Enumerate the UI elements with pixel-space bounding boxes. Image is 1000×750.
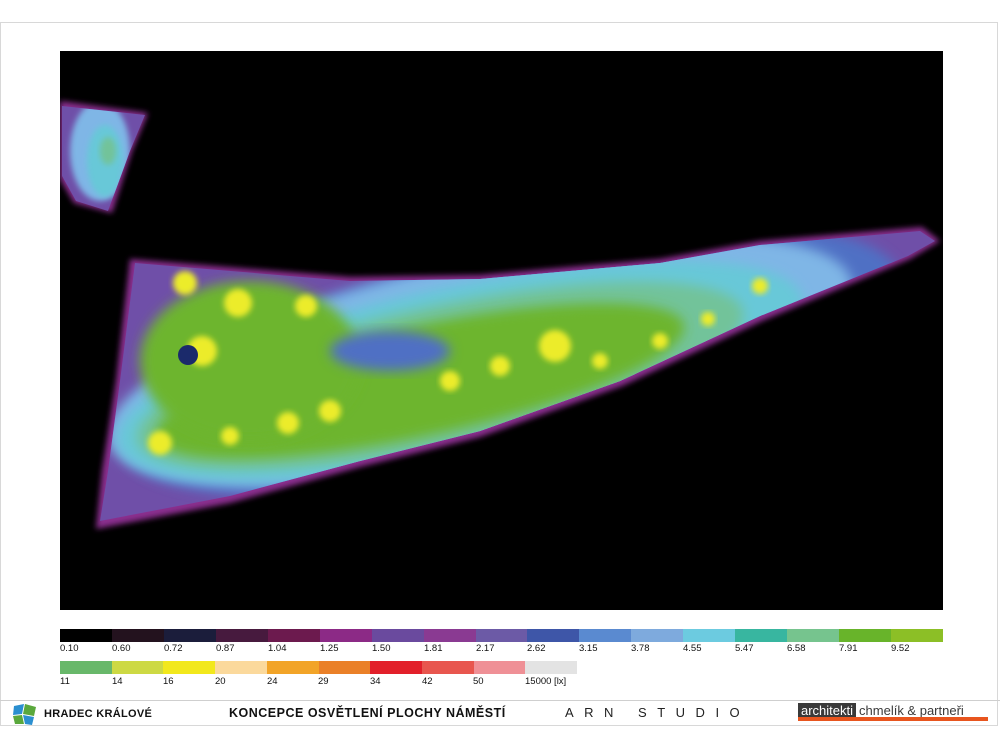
illuminance-map bbox=[60, 51, 943, 610]
architects-names: chmelík & partneři bbox=[859, 703, 964, 718]
studio-name: ARN STUDIO bbox=[565, 705, 751, 720]
fountain-circle bbox=[178, 345, 198, 365]
legend-swatch bbox=[787, 629, 840, 642]
legend-swatch bbox=[60, 661, 112, 674]
legend-value: 0.87 bbox=[216, 643, 235, 654]
center-blue-patch bbox=[330, 331, 450, 371]
city-name: HRADEC KRÁLOVÉ bbox=[44, 708, 153, 720]
legend-value: 3.15 bbox=[579, 643, 598, 654]
sheet-border bbox=[0, 22, 998, 726]
legend-value: 42 bbox=[422, 676, 433, 687]
legend-value: 5.47 bbox=[735, 643, 754, 654]
legend-swatch bbox=[735, 629, 788, 642]
legend-swatch bbox=[525, 661, 578, 674]
architects-logo-bar bbox=[798, 717, 988, 721]
legend-swatch bbox=[683, 629, 736, 642]
legend-swatch bbox=[319, 629, 372, 642]
legend-value: 3.78 bbox=[631, 643, 650, 654]
legend-swatch bbox=[370, 661, 422, 674]
legend-value: 0.72 bbox=[164, 643, 183, 654]
zone-green-west bbox=[140, 281, 360, 441]
legend-swatch bbox=[421, 661, 474, 674]
legend-value: 1.25 bbox=[320, 643, 339, 654]
legend-value: 4.55 bbox=[683, 643, 702, 654]
legend-swatch bbox=[473, 661, 526, 674]
architects-logo: architekti chmelík & partneři bbox=[798, 703, 964, 718]
legend-scale-row-1 bbox=[60, 629, 943, 642]
legend-labels-row-1: 0.10 0.60 0.72 0.87 1.04 1.25 1.50 1.81 … bbox=[60, 643, 943, 655]
legend-value: 0.60 bbox=[112, 643, 131, 654]
legend-swatch bbox=[111, 629, 164, 642]
project-title: KONCEPCE OSVĚTLENÍ PLOCHY NÁMĚSTÍ bbox=[229, 706, 506, 720]
legend-value: 7.91 bbox=[839, 643, 858, 654]
legend-value: 1.50 bbox=[372, 643, 391, 654]
legend-labels-row-2: 11 14 16 20 24 29 34 42 50 15000 [lx] bbox=[60, 676, 620, 688]
legend-value: 50 bbox=[473, 676, 484, 687]
legend-swatch bbox=[163, 661, 216, 674]
legend-value: 2.17 bbox=[476, 643, 495, 654]
legend-swatch bbox=[266, 661, 319, 674]
upper-left-arm bbox=[60, 101, 148, 213]
legend-value: 24 bbox=[267, 676, 278, 687]
legend-swatch bbox=[111, 661, 164, 674]
footer-divider bbox=[0, 700, 1000, 701]
legend-swatch bbox=[527, 629, 580, 642]
legend-value: 29 bbox=[318, 676, 329, 687]
arm-green-spot bbox=[100, 137, 116, 165]
legend-value: 14 bbox=[112, 676, 123, 687]
legend-value: 34 bbox=[370, 676, 381, 687]
legend-swatch bbox=[475, 629, 528, 642]
legend-swatch bbox=[318, 661, 371, 674]
legend-swatch bbox=[163, 629, 216, 642]
legend-swatch bbox=[267, 629, 320, 642]
legend-value: 1.81 bbox=[424, 643, 443, 654]
architects-word: architekti bbox=[798, 703, 857, 718]
square-plan-svg bbox=[60, 101, 940, 529]
legend-scale-row-2 bbox=[60, 661, 578, 674]
legend-swatch bbox=[839, 629, 891, 642]
legend-value: 2.62 bbox=[527, 643, 546, 654]
legend-value: 16 bbox=[163, 676, 174, 687]
legend-swatch bbox=[371, 629, 424, 642]
legend-value: 0.10 bbox=[60, 643, 79, 654]
main-square bbox=[96, 227, 940, 529]
legend-value: 6.58 bbox=[787, 643, 806, 654]
hradec-kralove-logo-icon bbox=[13, 704, 36, 725]
legend-swatch bbox=[891, 629, 943, 642]
legend-value: 11 bbox=[60, 676, 70, 687]
legend-swatch bbox=[631, 629, 684, 642]
legend-swatch bbox=[423, 629, 476, 642]
legend-value: 15000 [lx] bbox=[525, 676, 567, 687]
legend-value: 1.04 bbox=[268, 643, 287, 654]
legend-swatch bbox=[579, 629, 632, 642]
legend-swatch bbox=[215, 629, 268, 642]
legend-value: 9.52 bbox=[891, 643, 910, 654]
legend-swatch bbox=[215, 661, 267, 674]
legend-swatch bbox=[60, 629, 112, 642]
legend-value: 20 bbox=[215, 676, 226, 687]
